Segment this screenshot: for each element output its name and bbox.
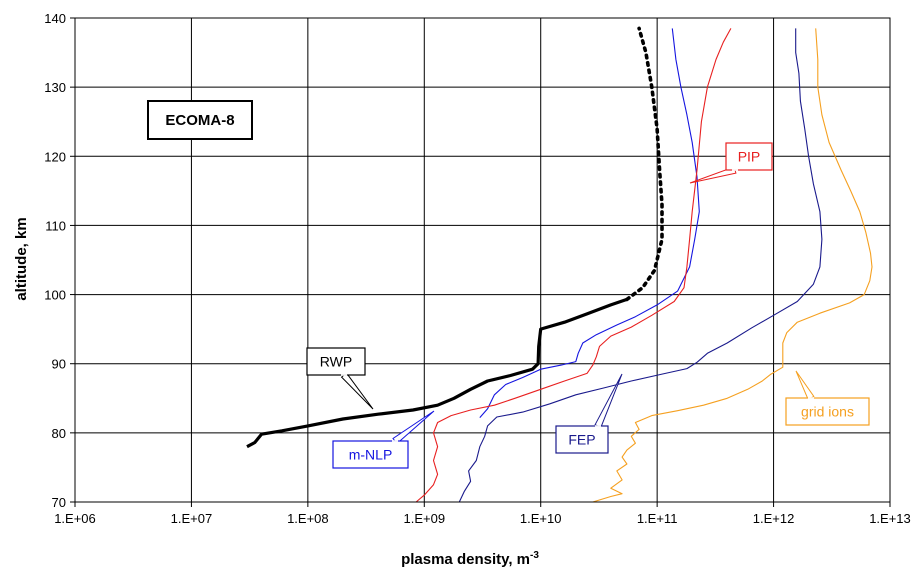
callout-layer: RWP m-NLP PIP FEP grid ions [306, 142, 870, 469]
y-tick-label: 120 [44, 149, 66, 164]
callout-label-rwp: RWP [320, 354, 352, 370]
ticks: 1.E+06 1.E+07 1.E+08 1.E+09 1.E+10 1.E+11 1.E+… [44, 11, 910, 526]
x-tick-label: 1.E+09 [403, 511, 445, 526]
callout-label-pip: PIP [738, 149, 761, 165]
y-tick-label: 110 [45, 218, 66, 233]
callout-label-grid-ions: grid ions [801, 404, 854, 420]
y-tick-label: 80 [52, 426, 66, 441]
title-box: ECOMA-8 [147, 100, 253, 140]
series-line-fep [458, 28, 823, 503]
x-tick-label: 1.E+08 [287, 511, 329, 526]
callout-label-m-nlp: m-NLP [349, 447, 393, 463]
chart-title: ECOMA-8 [165, 112, 234, 129]
x-tick-label: 1.E+12 [753, 511, 795, 526]
x-axis-label-main: plasma density, m [401, 551, 530, 568]
series-layer [246, 26, 873, 503]
x-tick-label: 1.E+11 [637, 511, 678, 526]
y-tick-label: 140 [44, 11, 66, 26]
y-tick-label: 90 [52, 357, 66, 372]
x-tick-label: 1.E+07 [171, 511, 213, 526]
callout-box-rwp [306, 347, 366, 376]
x-tick-label: 1.E+06 [54, 511, 96, 526]
plot-frame [74, 17, 891, 503]
y-tick-label: 70 [52, 495, 66, 510]
series-line-grid-ions [592, 28, 873, 503]
y-tick-label: 100 [44, 288, 66, 303]
series-line-m-nlp [479, 28, 700, 418]
title-box-frame [147, 100, 253, 140]
callout-box-m-nlp [332, 440, 409, 469]
y-tick-label: 130 [44, 80, 66, 95]
series-line-rwp-extrapolated [625, 26, 664, 302]
y-axis-label: altitude, km [13, 217, 30, 300]
x-tick-label: 1.E+10 [520, 511, 562, 526]
x-axis-label: plasma density, m-3 [401, 550, 539, 568]
callout-box-pip [725, 142, 773, 171]
callout-box-grid-ions [785, 397, 870, 426]
series-line-rwp [246, 297, 628, 449]
x-axis-label-superscript: -3 [530, 550, 539, 561]
callout-box-fep [555, 425, 609, 454]
series-line-pip [415, 28, 732, 503]
callout-label-fep: FEP [568, 432, 595, 448]
x-tick-label: 1.E+13 [869, 511, 911, 526]
